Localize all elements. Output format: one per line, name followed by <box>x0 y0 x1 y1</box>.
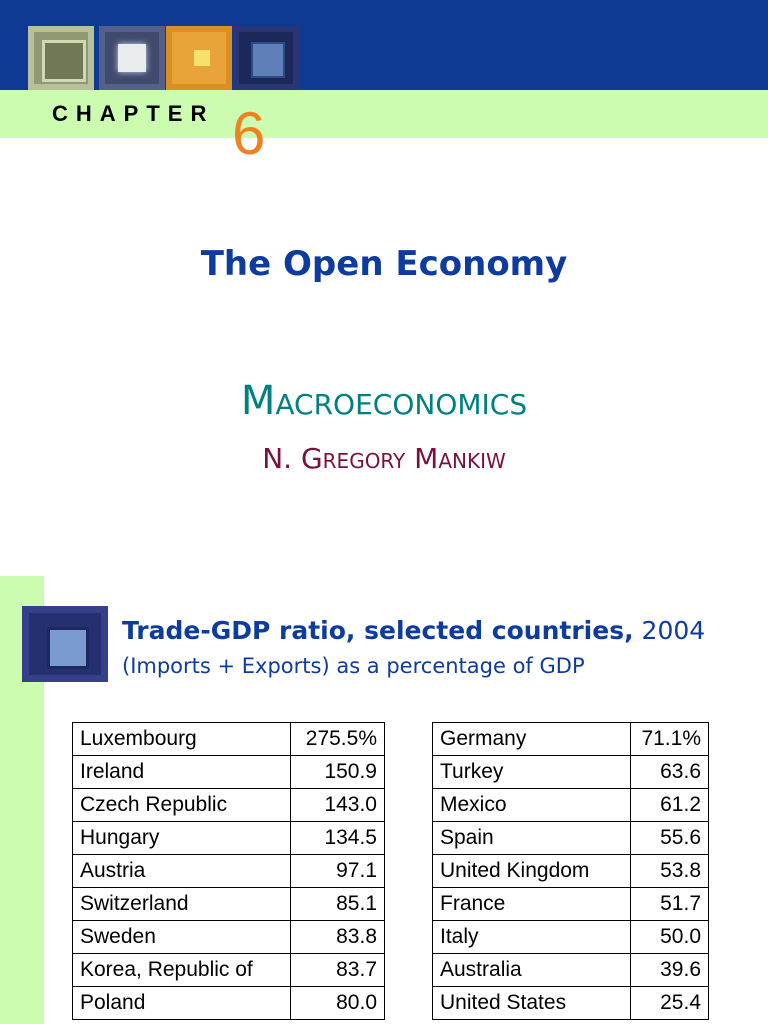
table-row: Australia 39.6 <box>432 953 709 987</box>
country-name: France <box>432 887 631 921</box>
country-name: Turkey <box>432 755 631 789</box>
country-name: Austria <box>72 854 291 888</box>
trade-ratio-value: 275.5% <box>290 722 385 756</box>
country-name: Ireland <box>72 755 291 789</box>
country-name: Hungary <box>72 821 291 855</box>
country-name: Italy <box>432 920 631 954</box>
trade-ratio-value: 83.8 <box>290 920 385 954</box>
table-row: Italy 50.0 <box>432 920 709 954</box>
trade-ratio-value: 97.1 <box>290 854 385 888</box>
trade-ratio-value: 53.8 <box>630 854 709 888</box>
decorative-square-tile-icon <box>22 606 108 682</box>
table-row: Germany 71.1% <box>432 722 709 756</box>
slide-subtitle: (Imports + Exports) as a percentage of G… <box>122 654 585 678</box>
table-row: Ireland 150.9 <box>72 755 385 789</box>
trade-gdp-slide: Trade-GDP ratio, selected countries, 200… <box>0 576 768 1024</box>
slide-title-year: 2004 <box>641 616 706 645</box>
author-name: N. Gregory Mankiw <box>262 442 506 475</box>
table-row: Austria 97.1 <box>72 854 385 888</box>
country-name: United States <box>432 986 631 1020</box>
trade-ratio-value: 150.9 <box>290 755 385 789</box>
country-name: Germany <box>432 722 631 756</box>
table-row: France 51.7 <box>432 887 709 921</box>
country-name: Poland <box>72 986 291 1020</box>
country-name: Sweden <box>72 920 291 954</box>
country-name: Korea, Republic of <box>72 953 291 987</box>
trade-ratio-value: 25.4 <box>630 986 709 1020</box>
trade-ratio-value: 143.0 <box>290 788 385 822</box>
table-row: Switzerland 85.1 <box>72 887 385 921</box>
table-row: Czech Republic 143.0 <box>72 788 385 822</box>
table-row: Poland 80.0 <box>72 986 385 1020</box>
slide-title: Trade-GDP ratio, selected countries, 200… <box>122 616 705 645</box>
decorative-square-tile-icon <box>99 26 165 90</box>
trade-ratio-value: 51.7 <box>630 887 709 921</box>
table-row: United States 25.4 <box>432 986 709 1020</box>
table-row: United Kingdom 53.8 <box>432 854 709 888</box>
trade-ratio-table-left: Luxembourg 275.5% Ireland 150.9 Czech Republ… <box>72 722 385 1020</box>
table-row: Luxembourg 275.5% <box>72 722 385 756</box>
trade-ratio-value: 50.0 <box>630 920 709 954</box>
table-row: Turkey 63.6 <box>432 755 709 789</box>
trade-ratio-value: 55.6 <box>630 821 709 855</box>
country-name: Czech Republic <box>72 788 291 822</box>
decorative-square-tile-icon <box>166 26 232 90</box>
book-title: Macroeconomics <box>240 378 528 424</box>
country-name: Luxembourg <box>72 722 291 756</box>
trade-ratio-value: 61.2 <box>630 788 709 822</box>
country-name: United Kingdom <box>432 854 631 888</box>
chapter-number: 6 <box>232 100 266 167</box>
trade-ratio-value: 83.7 <box>290 953 385 987</box>
trade-ratio-value: 63.6 <box>630 755 709 789</box>
trade-ratio-value: 134.5 <box>290 821 385 855</box>
table-row: Korea, Republic of 83.7 <box>72 953 385 987</box>
country-name: Mexico <box>432 788 631 822</box>
slide-title-main: Trade-GDP ratio, selected countries, <box>122 616 634 645</box>
country-name: Switzerland <box>72 887 291 921</box>
country-name: Spain <box>432 821 631 855</box>
table-row: Hungary 134.5 <box>72 821 385 855</box>
table-row: Mexico 61.2 <box>432 788 709 822</box>
trade-ratio-value: 71.1% <box>630 722 709 756</box>
chapter-band <box>0 90 768 138</box>
chapter-label: CHAPTER <box>52 101 215 126</box>
trade-ratio-table-right: Germany 71.1% Turkey 63.6 Mexico 61.2 Spain 55.… <box>432 722 709 1020</box>
table-row: Sweden 83.8 <box>72 920 385 954</box>
trade-ratio-value: 85.1 <box>290 887 385 921</box>
decorative-square-tile-icon <box>233 26 299 90</box>
chapter-title: The Open Economy <box>200 244 568 284</box>
trade-ratio-value: 39.6 <box>630 953 709 987</box>
decorative-square-tile-icon <box>28 26 94 90</box>
country-name: Australia <box>432 953 631 987</box>
title-slide: CHAPTER 6 The Open Economy Macroeconomic… <box>0 0 768 475</box>
table-row: Spain 55.6 <box>432 821 709 855</box>
trade-ratio-value: 80.0 <box>290 986 385 1020</box>
